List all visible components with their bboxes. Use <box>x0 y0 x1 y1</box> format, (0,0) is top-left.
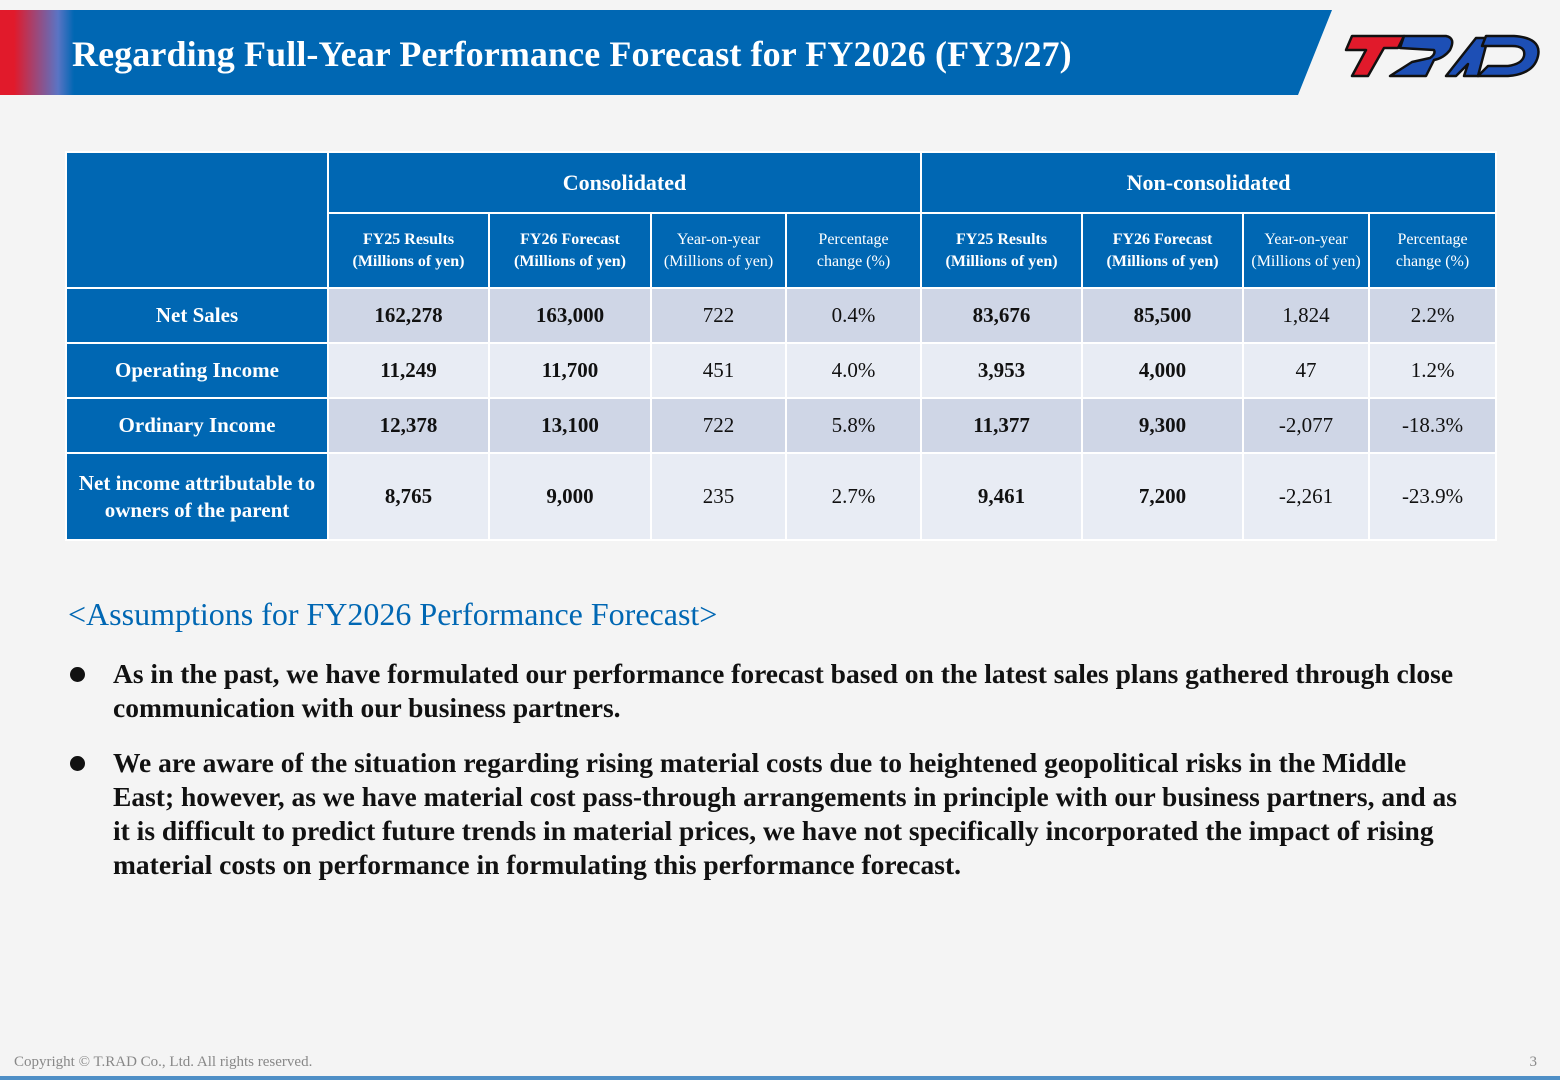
subheader-row: FY25 Results (Millions of yen) FY26 Forec… <box>66 212 1498 289</box>
col-header-line1: Year-on-year <box>1264 230 1348 248</box>
table-cell: 722 <box>650 287 787 344</box>
col-header: FY26 Forecast (Millions of yen) <box>488 212 652 289</box>
table-cell: 12,378 <box>327 397 490 454</box>
bullet-icon <box>70 667 85 682</box>
table-cell: 11,249 <box>327 342 490 399</box>
table-cell: 451 <box>650 342 787 399</box>
table-cell: 8,765 <box>327 452 490 541</box>
table-cell: 4.0% <box>784 342 923 399</box>
col-header-line1: Percentage <box>1397 230 1468 248</box>
list-item: We are aware of the situation regarding … <box>68 746 1468 882</box>
performance-forecast-table: Consolidated Non-consolidated FY25 Resul… <box>65 151 1498 541</box>
table-cell: -23.9% <box>1368 452 1498 541</box>
table-cell: 162,278 <box>327 287 490 344</box>
table-cell: 4,000 <box>1081 342 1245 399</box>
col-header-line1: FY26 Forecast <box>1112 230 1213 248</box>
col-header-line1: FY26 Forecast <box>520 230 620 248</box>
col-header: FY25 Results (Millions of yen) <box>920 212 1084 289</box>
table-cell: 235 <box>650 452 787 541</box>
col-header: Year-on-year (Millions of yen) <box>1242 212 1371 289</box>
row-label-line2: owners of the parent <box>104 497 290 522</box>
table-row: Ordinary Income 12,378 13,100 722 5.8% 1… <box>65 397 1498 454</box>
table-cell: 722 <box>650 397 787 454</box>
row-label: Net Sales <box>65 287 329 344</box>
copyright-notice: Copyright © T.RAD Co., Ltd. All rights r… <box>14 1054 313 1070</box>
table-cell: 1,824 <box>1242 287 1371 344</box>
table-cell: 1.2% <box>1368 342 1498 399</box>
col-header-line1: FY25 Results <box>362 230 455 248</box>
footer-divider <box>0 1076 1560 1080</box>
table-row: Net Sales 162,278 163,000 722 0.4% 83,67… <box>65 287 1498 344</box>
col-header-line1: Year-on-year <box>676 230 761 248</box>
table-cell: -2,261 <box>1242 452 1371 541</box>
col-header: Year-on-year (Millions of yen) <box>650 212 787 289</box>
col-header-line2: (Millions of yen) <box>1106 252 1219 270</box>
page-title: Regarding Full-Year Performance Forecast… <box>72 34 1072 74</box>
group-header-row: Consolidated Non-consolidated <box>65 151 1498 289</box>
row-label-line1: Net income attributable to <box>78 470 316 495</box>
table-cell: 163,000 <box>488 287 652 344</box>
table-cell: 11,377 <box>920 397 1084 454</box>
col-header: FY26 Forecast (Millions of yen) <box>1081 212 1245 289</box>
table-cell: 9,000 <box>488 452 652 541</box>
assumptions-list: As in the past, we have formulated our p… <box>68 657 1468 903</box>
col-header-line2: (Millions of yen) <box>663 252 774 270</box>
trad-logo <box>1344 34 1540 78</box>
table-cell: 2.2% <box>1368 287 1498 344</box>
table-cell: 3,953 <box>920 342 1084 399</box>
table-cell: 5.8% <box>784 397 923 454</box>
col-header-line2: (Millions of yen) <box>352 252 465 270</box>
bullet-icon <box>70 756 85 771</box>
row-label: Net income attributable to owners of the … <box>65 452 329 541</box>
col-header-line1: FY25 Results <box>955 230 1048 248</box>
table-cell: 2.7% <box>784 452 923 541</box>
col-header-line2: (Millions of yen) <box>1251 252 1361 270</box>
col-header-line2: change (%) <box>1395 252 1470 270</box>
col-header-line2: change (%) <box>816 252 891 270</box>
col-header: FY25 Results (Millions of yen) <box>327 212 490 289</box>
group-consolidated: Consolidated <box>326 151 923 214</box>
row-label: Operating Income <box>65 342 329 399</box>
bullet-text: As in the past, we have formulated our p… <box>113 658 1454 723</box>
col-header: Percentage change (%) <box>1368 212 1498 289</box>
row-label: Ordinary Income <box>65 397 329 454</box>
table-cell: 7,200 <box>1081 452 1245 541</box>
group-non-consolidated: Non-consolidated <box>920 151 1498 214</box>
table-cell: 85,500 <box>1081 287 1245 344</box>
col-header-line2: (Millions of yen) <box>514 252 626 270</box>
table-row: Operating Income 11,249 11,700 451 4.0% … <box>65 342 1498 399</box>
table-row: Net income attributable to owners of the … <box>65 452 1498 541</box>
table-cell: 47 <box>1242 342 1371 399</box>
col-header-line2: (Millions of yen) <box>945 252 1058 270</box>
table-cell: 9,300 <box>1081 397 1245 454</box>
table-cell: 83,676 <box>920 287 1084 344</box>
table-cell: -18.3% <box>1368 397 1498 454</box>
table-cell: 0.4% <box>784 287 923 344</box>
table-cell: -2,077 <box>1242 397 1371 454</box>
corner-cell <box>65 151 329 289</box>
bullet-text: We are aware of the situation regarding … <box>113 747 1457 880</box>
col-header: Percentage change (%) <box>784 212 923 289</box>
assumptions-title: <Assumptions for FY2026 Performance Fore… <box>68 596 718 632</box>
table-cell: 13,100 <box>488 397 652 454</box>
list-item: As in the past, we have formulated our p… <box>68 657 1468 725</box>
col-header-line1: Percentage <box>818 230 889 248</box>
title-banner <box>0 10 1332 95</box>
table-cell: 9,461 <box>920 452 1084 541</box>
page-number: 3 <box>1529 1054 1538 1070</box>
table-cell: 11,700 <box>488 342 652 399</box>
